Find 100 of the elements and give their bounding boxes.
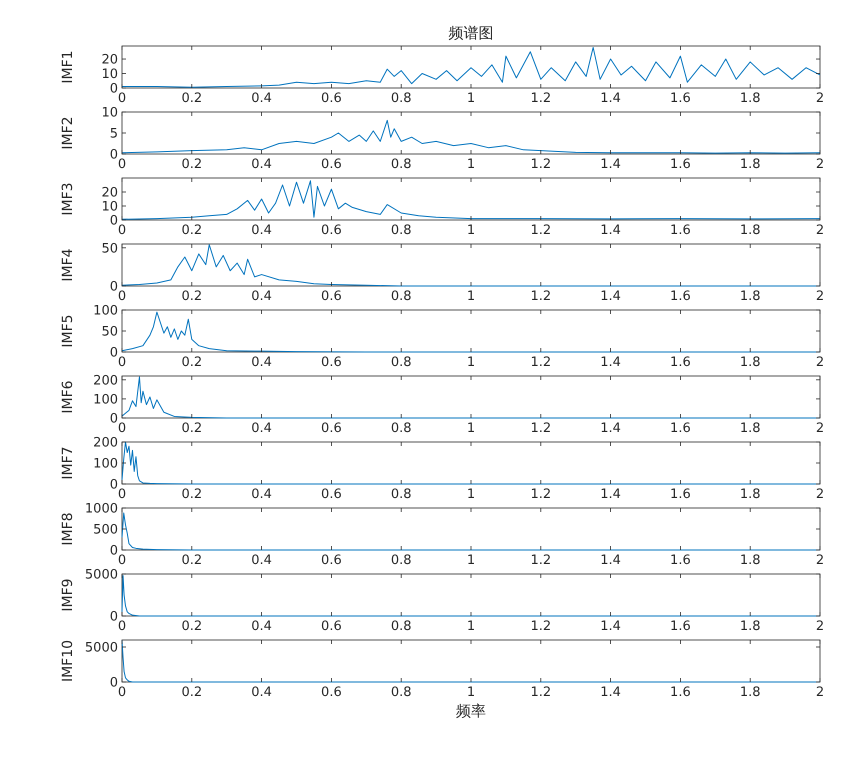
x-tick-label: 1.4 xyxy=(600,355,621,370)
y-tick-label: 100 xyxy=(93,456,118,472)
x-tick-label: 1.6 xyxy=(670,619,691,634)
x-tick-label: 0.6 xyxy=(321,289,342,304)
x-tick-label: 1.6 xyxy=(670,355,691,370)
x-tick-label: 1.2 xyxy=(530,289,552,304)
x-tick-label: 1 xyxy=(466,619,476,634)
x-tick-label: 0.2 xyxy=(181,289,202,304)
y-axis-title: IMF5 xyxy=(60,314,76,348)
x-tick-label: 0.6 xyxy=(321,421,342,436)
y-tick-label: 50 xyxy=(101,241,118,256)
x-tick-label: 1.2 xyxy=(530,157,552,172)
y-axis-title: IMF2 xyxy=(60,116,76,150)
x-axis-title: 频率 xyxy=(456,702,486,720)
x-tick-label: 0.6 xyxy=(321,685,342,700)
x-tick-label: 0.4 xyxy=(251,421,272,436)
x-tick-label: 1.6 xyxy=(670,289,691,304)
x-tick-label: 1.8 xyxy=(740,619,761,634)
y-tick-label: 0 xyxy=(110,412,118,426)
y-tick-label: 1000 xyxy=(84,502,118,516)
x-tick-label: 1.8 xyxy=(740,553,761,568)
y-tick-label: 20 xyxy=(101,186,118,200)
y-tick-label: 0 xyxy=(110,280,118,294)
y-tick-label: 200 xyxy=(93,436,118,450)
x-tick-label: 0.6 xyxy=(321,553,342,568)
x-tick-label: 1 xyxy=(466,289,476,304)
x-tick-label: 0.4 xyxy=(251,685,272,700)
y-tick-label: 5 xyxy=(110,126,118,142)
x-tick-label: 1.2 xyxy=(530,223,552,238)
x-tick-label: 0.2 xyxy=(181,355,202,370)
x-tick-label: 1.8 xyxy=(740,91,761,106)
x-tick-label: 1.8 xyxy=(740,421,761,436)
y-axis-title: IMF7 xyxy=(60,446,76,480)
x-tick-label: 0.2 xyxy=(181,487,202,502)
x-tick-label: 0.4 xyxy=(251,487,272,502)
x-tick-label: 1.6 xyxy=(670,487,691,502)
x-tick-label: 1.4 xyxy=(600,289,621,304)
y-tick-label: 10 xyxy=(101,106,118,120)
x-tick-label: 1.4 xyxy=(600,421,621,436)
x-tick-label: 1.4 xyxy=(600,553,621,568)
y-axis-title: IMF10 xyxy=(60,640,76,682)
x-tick-label: 1.8 xyxy=(740,289,761,304)
x-tick-label: 0.6 xyxy=(321,91,342,106)
x-tick-label: 1 xyxy=(466,685,476,700)
x-tick-label: 1.8 xyxy=(740,157,761,172)
x-tick-label: 0.8 xyxy=(390,157,412,172)
x-tick-label: 0.2 xyxy=(181,553,202,568)
x-tick-label: 0.2 xyxy=(181,157,202,172)
x-tick-label: 2 xyxy=(816,487,824,502)
x-tick-label: 1.2 xyxy=(530,553,552,568)
x-tick-label: 0.8 xyxy=(390,223,412,238)
x-tick-label: 1.6 xyxy=(670,685,691,700)
y-tick-label: 0 xyxy=(110,676,118,690)
x-tick-label: 0.2 xyxy=(181,421,202,436)
x-tick-label: 2 xyxy=(816,355,824,370)
x-tick-label: 0.6 xyxy=(321,487,342,502)
x-tick-label: 1 xyxy=(466,91,476,106)
y-tick-label: 0 xyxy=(110,148,118,162)
y-axis-title: IMF9 xyxy=(60,578,76,612)
chart-title: 频谱图 xyxy=(448,24,494,42)
x-tick-label: 1.2 xyxy=(530,91,552,106)
x-tick-label: 0.6 xyxy=(321,223,342,238)
x-tick-label: 1 xyxy=(466,421,476,436)
x-tick-label: 0.2 xyxy=(181,223,202,238)
x-tick-label: 2 xyxy=(816,289,824,304)
x-tick-label: 2 xyxy=(816,685,824,700)
x-tick-label: 1.4 xyxy=(600,157,621,172)
y-tick-label: 0 xyxy=(110,214,118,228)
x-tick-label: 0.6 xyxy=(321,355,342,370)
x-tick-label: 0.8 xyxy=(390,91,412,106)
y-tick-label: 100 xyxy=(93,304,118,318)
x-tick-label: 1 xyxy=(466,487,476,502)
x-tick-label: 0.8 xyxy=(390,685,412,700)
x-tick-label: 1 xyxy=(466,157,476,172)
x-tick-label: 2 xyxy=(816,619,824,634)
x-tick-label: 0.4 xyxy=(251,355,272,370)
x-tick-label: 0.2 xyxy=(181,91,202,106)
x-tick-label: 0.8 xyxy=(390,487,412,502)
x-tick-label: 0.4 xyxy=(251,289,272,304)
y-tick-label: 500 xyxy=(93,522,118,538)
x-tick-label: 1.4 xyxy=(600,685,621,700)
y-axis-title: IMF3 xyxy=(60,182,76,216)
x-tick-label: 0.6 xyxy=(321,619,342,634)
x-tick-label: 1.2 xyxy=(530,685,552,700)
x-tick-label: 0.2 xyxy=(181,685,202,700)
x-tick-label: 1.4 xyxy=(600,223,621,238)
x-tick-label: 1.6 xyxy=(670,223,691,238)
x-tick-label: 0.8 xyxy=(390,553,412,568)
x-tick-label: 1.6 xyxy=(670,421,691,436)
x-tick-label: 1.2 xyxy=(530,421,552,436)
x-tick-label: 1.4 xyxy=(600,91,621,106)
x-tick-label: 0.2 xyxy=(181,619,202,634)
x-tick-label: 1.4 xyxy=(600,619,621,634)
x-tick-label: 1.2 xyxy=(530,355,552,370)
x-tick-label: 2 xyxy=(816,157,824,172)
x-tick-label: 2 xyxy=(816,553,824,568)
y-tick-label: 10 xyxy=(101,67,118,82)
x-tick-label: 1.8 xyxy=(740,223,761,238)
y-tick-label: 0 xyxy=(110,610,118,624)
x-tick-label: 1.6 xyxy=(670,91,691,106)
